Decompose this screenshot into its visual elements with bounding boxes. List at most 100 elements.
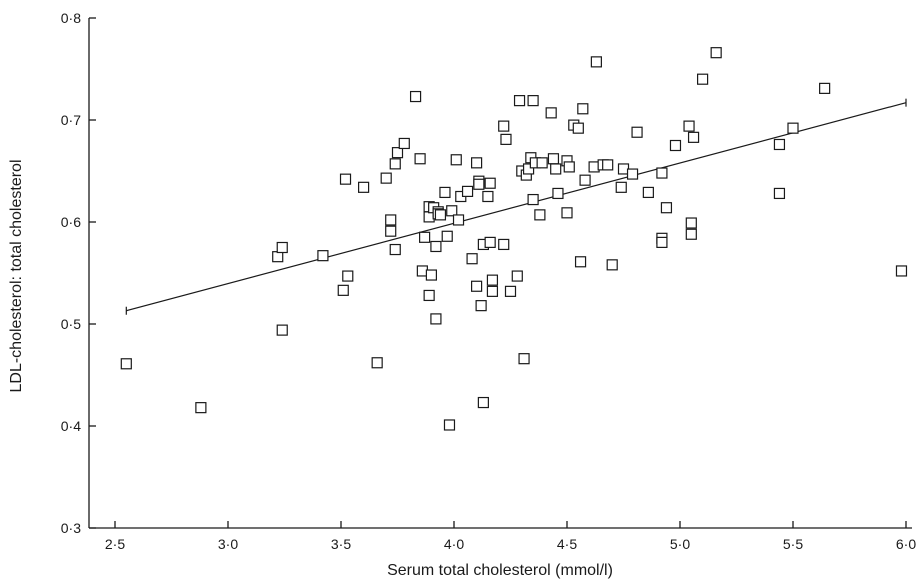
y-axis-label: LDL-cholesterol: total cholesterol xyxy=(8,159,25,392)
data-point xyxy=(504,285,517,297)
data-point xyxy=(513,95,526,107)
data-point xyxy=(461,185,474,197)
data-point xyxy=(615,181,627,193)
data-point xyxy=(371,357,383,369)
data-point xyxy=(358,181,370,193)
data-point xyxy=(380,172,392,184)
data-point xyxy=(450,154,462,166)
data-point xyxy=(443,419,456,431)
data-point xyxy=(498,238,510,251)
data-point xyxy=(561,207,573,219)
data-point xyxy=(656,167,668,179)
data-point xyxy=(484,177,496,189)
data-point xyxy=(484,236,496,248)
data-point xyxy=(317,250,329,262)
data-point xyxy=(527,95,539,107)
data-point xyxy=(500,133,512,145)
x-axis-ticks: 2·5 3·0 3·5 4·0 4·5 5·0 5·5 6·0 xyxy=(105,521,916,552)
data-point xyxy=(773,187,786,200)
data-point xyxy=(590,56,602,68)
data-point xyxy=(498,120,510,132)
y-axis-ticks: 0·3 0·4 0·5 0·6 0·7 0·8 xyxy=(61,10,96,536)
data-point xyxy=(120,358,132,370)
data-point xyxy=(577,103,589,115)
data-point xyxy=(787,122,799,134)
data-points xyxy=(120,47,908,431)
data-point xyxy=(696,73,709,85)
data-point xyxy=(550,163,562,175)
data-point xyxy=(710,47,722,59)
data-point xyxy=(631,126,643,138)
data-point xyxy=(409,90,422,103)
data-point xyxy=(477,396,489,409)
data-point xyxy=(452,214,465,226)
y-tick-label: 0·5 xyxy=(61,316,81,332)
x-tick-label: 6·0 xyxy=(896,536,916,552)
data-point xyxy=(385,214,397,226)
x-axis-label: Serum total cholesterol (mmol/l) xyxy=(387,562,613,579)
data-point xyxy=(439,186,451,199)
data-point xyxy=(536,157,548,169)
data-point xyxy=(389,243,401,256)
data-point xyxy=(466,253,478,265)
data-point xyxy=(430,313,442,325)
data-point xyxy=(819,82,831,94)
data-point xyxy=(656,236,668,248)
data-point xyxy=(195,402,207,414)
x-tick-label: 2·5 xyxy=(105,536,125,552)
data-point xyxy=(423,289,435,302)
data-point xyxy=(398,137,410,150)
regression-line xyxy=(126,102,907,312)
data-point xyxy=(572,122,584,134)
y-tick-label: 0·6 xyxy=(61,214,81,230)
data-point xyxy=(563,161,575,173)
data-point xyxy=(669,139,682,152)
y-tick-label: 0·4 xyxy=(61,418,81,434)
data-point xyxy=(527,193,539,206)
x-tick-label: 3·0 xyxy=(218,536,238,552)
y-tick-label: 0·7 xyxy=(61,112,81,128)
data-point xyxy=(471,157,483,169)
data-point xyxy=(419,231,431,243)
y-tick-label: 0·3 xyxy=(61,520,81,536)
x-tick-label: 5·0 xyxy=(670,536,690,552)
data-point xyxy=(339,173,352,185)
data-point xyxy=(522,163,535,175)
data-point xyxy=(385,225,397,237)
data-point xyxy=(773,138,786,151)
x-tick-label: 3·5 xyxy=(331,536,351,552)
data-point xyxy=(545,107,557,119)
data-point xyxy=(441,230,453,242)
data-point xyxy=(685,228,697,240)
data-point xyxy=(660,202,673,214)
x-tick-label: 5·5 xyxy=(783,536,803,552)
data-point xyxy=(486,285,499,297)
data-point xyxy=(552,187,564,200)
data-point xyxy=(471,280,483,292)
data-point xyxy=(642,186,654,199)
data-point xyxy=(518,353,530,365)
x-tick-label: 4·0 xyxy=(444,536,464,552)
x-tick-label: 4·5 xyxy=(557,536,577,552)
data-point xyxy=(574,256,587,268)
data-point xyxy=(414,153,426,165)
data-point xyxy=(446,205,458,217)
y-tick-label: 0·8 xyxy=(61,10,81,26)
data-point xyxy=(276,241,288,254)
data-point xyxy=(337,284,349,296)
data-point xyxy=(626,168,639,180)
data-point xyxy=(602,159,614,171)
data-point xyxy=(606,259,618,271)
data-point xyxy=(895,265,908,277)
regression-line-group xyxy=(125,98,907,315)
data-point xyxy=(391,147,404,159)
data-point xyxy=(434,209,447,221)
data-point xyxy=(486,274,499,286)
data-point xyxy=(534,209,546,221)
data-point xyxy=(342,270,354,282)
data-point xyxy=(276,324,288,336)
data-point xyxy=(683,120,695,132)
data-point xyxy=(272,251,284,263)
data-point xyxy=(482,190,494,203)
